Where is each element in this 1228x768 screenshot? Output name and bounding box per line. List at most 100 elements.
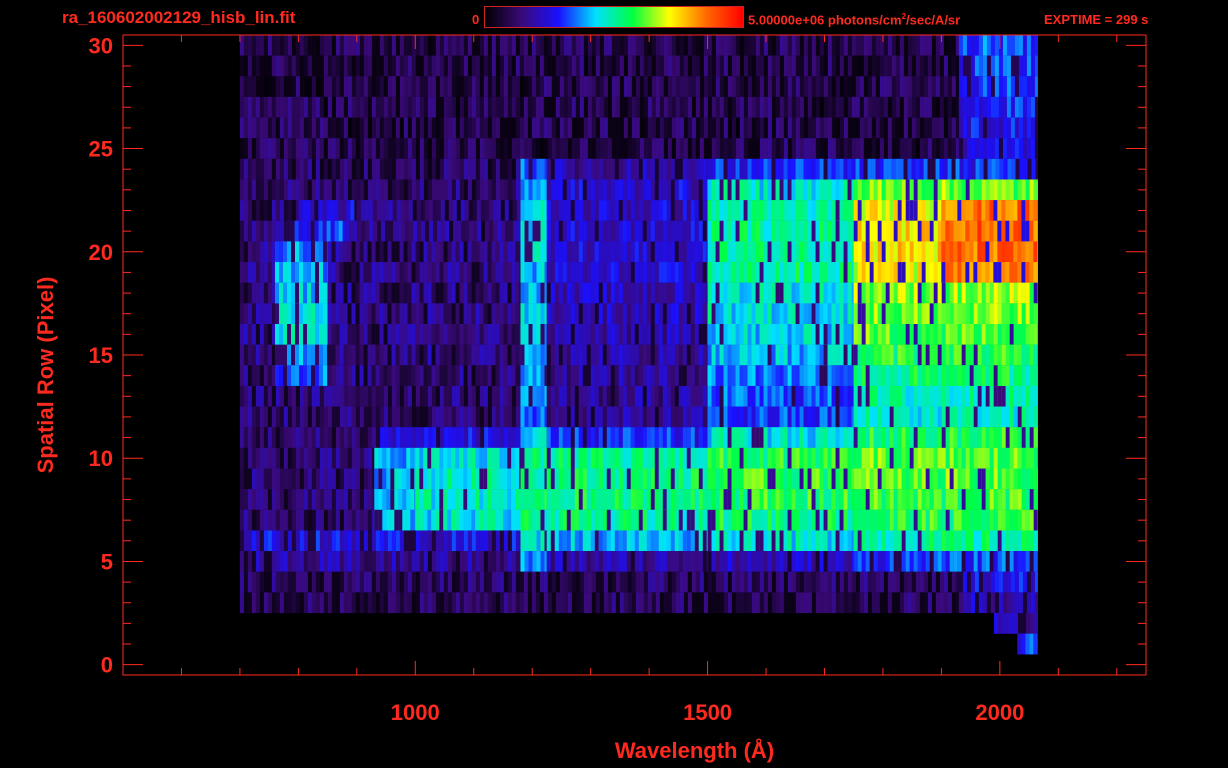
heatmap-cell <box>243 96 248 118</box>
heatmap-cell <box>839 468 844 490</box>
heatmap-cell <box>554 303 559 325</box>
heatmap-cell <box>472 427 477 448</box>
heatmap-cell <box>1025 365 1030 386</box>
heatmap-cell <box>455 365 460 386</box>
heatmap-cell <box>891 138 896 159</box>
heatmap-cell <box>363 509 368 531</box>
heatmap-cell <box>871 117 876 139</box>
heatmap-cell <box>807 489 812 510</box>
heatmap-cell <box>551 35 556 56</box>
heatmap-cell <box>973 447 978 469</box>
heatmap-cell <box>682 158 687 180</box>
heatmap-cell <box>881 344 886 366</box>
heatmap-cell <box>873 509 878 531</box>
heatmap-cell <box>974 35 979 56</box>
heatmap-cell <box>631 117 636 139</box>
heatmap-cell <box>767 76 772 97</box>
heatmap-cell <box>427 365 432 386</box>
heatmap-cell <box>314 344 319 366</box>
heatmap-cell <box>951 96 956 118</box>
heatmap-cell <box>570 241 575 263</box>
heatmap-cell <box>546 262 551 283</box>
heatmap-cell <box>903 96 908 118</box>
heatmap-cell <box>675 138 680 159</box>
heatmap-cell <box>909 200 914 221</box>
heatmap-cell <box>528 447 533 469</box>
heatmap-cell <box>787 200 792 221</box>
heatmap-cell <box>303 427 308 448</box>
heatmap-cell <box>931 117 936 139</box>
heatmap-cell <box>515 76 520 97</box>
heatmap-cell <box>282 324 287 345</box>
heatmap-cell <box>727 262 732 283</box>
heatmap-cell <box>857 489 862 510</box>
heatmap-cell <box>562 406 567 428</box>
heatmap-cell <box>655 138 660 159</box>
heatmap-cell <box>287 138 292 159</box>
heatmap-cell <box>873 179 878 201</box>
heatmap-cell <box>451 365 456 386</box>
heatmap-cell <box>339 262 344 283</box>
heatmap-cell <box>893 200 898 221</box>
heatmap-cell <box>658 447 663 469</box>
heatmap-cell <box>311 96 316 118</box>
heatmap-cell <box>690 303 695 325</box>
heatmap-cell <box>395 262 400 283</box>
heatmap-cell <box>691 117 696 139</box>
heatmap-cell <box>889 468 894 490</box>
heatmap-cell <box>384 200 389 221</box>
heatmap-cell <box>642 282 647 304</box>
heatmap-cell <box>323 385 328 407</box>
heatmap-cell <box>1030 76 1035 97</box>
heatmap-cell <box>751 96 756 118</box>
heatmap-cell <box>283 406 288 428</box>
heatmap-cell <box>555 76 560 97</box>
heatmap-cell <box>528 324 533 345</box>
heatmap-cell <box>1021 406 1026 428</box>
heatmap-cell <box>885 303 890 325</box>
heatmap-cell <box>475 324 480 345</box>
heatmap-cell <box>1029 385 1034 407</box>
heatmap-cell <box>622 489 627 510</box>
heatmap-cell <box>634 427 639 448</box>
heatmap-cell <box>638 427 643 448</box>
heatmap-cell <box>873 282 878 304</box>
heatmap-cell <box>783 35 788 56</box>
heatmap-cell <box>635 76 640 97</box>
heatmap-cell <box>411 158 416 180</box>
heatmap-cell <box>819 282 824 304</box>
heatmap-cell <box>887 55 892 77</box>
heatmap-cell <box>307 55 312 77</box>
heatmap-cell <box>823 509 828 531</box>
heatmap-cell <box>646 220 651 242</box>
heatmap-cell <box>678 200 683 221</box>
heatmap-cell <box>913 365 918 386</box>
heatmap-cell <box>487 324 492 345</box>
heatmap-cell <box>311 509 316 531</box>
heatmap-cell <box>379 282 384 304</box>
heatmap-cell <box>723 158 728 180</box>
heatmap-cell <box>415 344 420 366</box>
heatmap-cell <box>363 344 368 366</box>
heatmap-cell <box>359 427 364 448</box>
heatmap-cell <box>590 427 595 448</box>
heatmap-cell <box>1033 427 1038 448</box>
heatmap-cell <box>635 35 640 56</box>
heatmap-cell <box>570 282 575 304</box>
heatmap-cell <box>791 96 796 118</box>
heatmap-cell <box>970 55 975 77</box>
heatmap-cell <box>520 344 525 366</box>
heatmap-cell <box>383 303 388 325</box>
heatmap-cell <box>1021 262 1026 283</box>
heatmap-cell <box>491 158 496 180</box>
heatmap-cell <box>1001 509 1006 531</box>
heatmap-cell <box>953 200 958 221</box>
heatmap-cell <box>431 406 436 428</box>
heatmap-cell <box>931 138 936 159</box>
heatmap-cell <box>895 138 900 159</box>
heatmap-cell <box>779 200 784 221</box>
heatmap-cell <box>335 385 340 407</box>
heatmap-cell <box>307 509 312 531</box>
heatmap-cell <box>447 158 452 180</box>
heatmap-cell <box>535 96 540 118</box>
